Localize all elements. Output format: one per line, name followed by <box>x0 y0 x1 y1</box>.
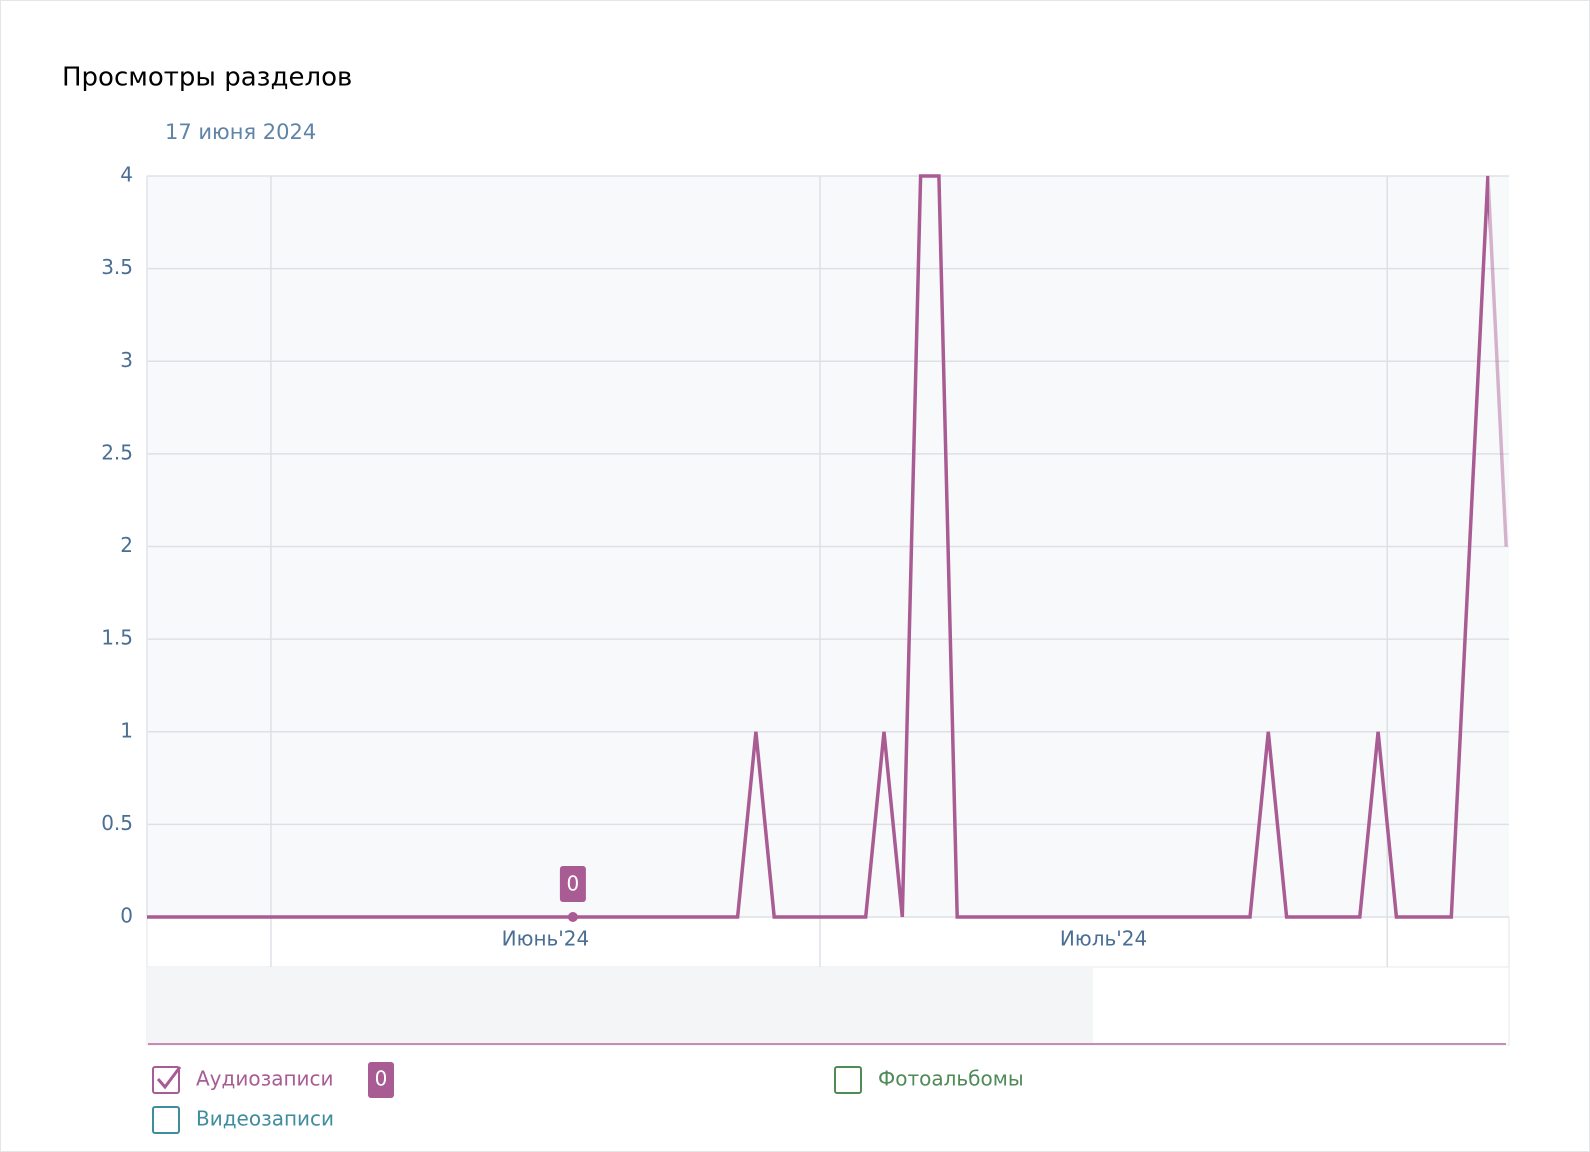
y-tick-label: 0 <box>120 904 133 928</box>
y-tick-label: 1 <box>120 718 133 742</box>
legend-value: 0 <box>375 1067 388 1091</box>
tooltip-value: 0 <box>567 872 580 896</box>
navigator-selection[interactable] <box>148 968 1093 1044</box>
legend-value-badge <box>368 1062 394 1098</box>
x-tick-label: Июль'24 <box>1060 927 1147 951</box>
chart-title: Просмотры разделов <box>62 63 352 93</box>
legend-label[interactable]: Видеозаписи <box>196 1107 334 1131</box>
legend-checkbox[interactable] <box>834 1066 862 1094</box>
legend-checkbox[interactable] <box>152 1066 180 1094</box>
y-tick-label: 3.5 <box>101 255 133 279</box>
legend-label[interactable]: Аудиозаписи <box>196 1067 334 1091</box>
hover-point <box>567 912 578 922</box>
legend-check <box>156 1066 182 1090</box>
y-tick-label: 2 <box>120 533 133 557</box>
y-tick-label: 2.5 <box>101 440 133 464</box>
hover-date: 17 июня 2024 <box>165 120 316 144</box>
tooltip-badge <box>559 866 586 902</box>
x-axis-band <box>146 916 1510 968</box>
x-tick-label: Июнь'24 <box>502 927 590 951</box>
y-tick-label: 0.5 <box>101 811 133 835</box>
y-tick-label: 4 <box>120 163 133 187</box>
series-line <box>147 174 1508 919</box>
legend-checkbox[interactable] <box>152 1106 180 1134</box>
y-tick-label: 3 <box>120 348 133 372</box>
legend-label[interactable]: Фотоальбомы <box>878 1067 1024 1091</box>
y-tick-label: 1.5 <box>101 626 133 650</box>
